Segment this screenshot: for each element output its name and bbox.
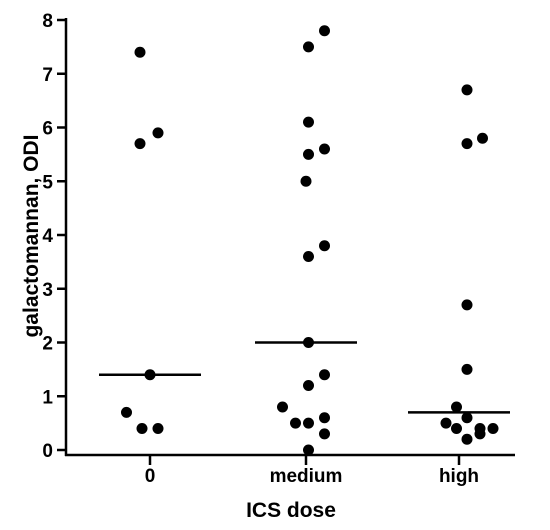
- data-point: [451, 401, 462, 413]
- y-tick-label: 7: [42, 65, 53, 86]
- data-point: [451, 423, 462, 434]
- data-point: [144, 369, 156, 381]
- data-point: [303, 444, 314, 456]
- y-tick-label: 6: [42, 119, 53, 140]
- y-tick-label: 3: [42, 280, 53, 301]
- x-axis-title: ICS dose: [246, 499, 336, 522]
- y-tick-label: 2: [42, 334, 53, 355]
- data-point: [461, 363, 473, 375]
- data-point: [303, 337, 314, 348]
- data-point: [461, 299, 473, 311]
- data-point: [152, 423, 164, 434]
- x-tick-label: medium: [270, 466, 343, 487]
- data-point: [277, 401, 288, 413]
- data-point: [152, 127, 164, 139]
- data-point: [303, 148, 314, 160]
- data-point: [303, 251, 314, 262]
- data-point: [303, 41, 314, 53]
- data-point: [121, 406, 132, 418]
- plot-area: 0 1 2 3 4 5 6 7 8 0 medium high: [42, 11, 515, 487]
- y-tick-label: 0: [42, 441, 53, 462]
- data-point: [319, 25, 330, 37]
- y-tick-label: 8: [42, 11, 53, 32]
- data-point: [303, 380, 314, 391]
- data-point: [461, 412, 473, 424]
- data-point: [134, 138, 146, 150]
- y-tick-label: 4: [42, 226, 53, 247]
- data-point: [461, 138, 473, 150]
- data-point: [300, 175, 312, 187]
- data-point: [134, 46, 146, 58]
- data-point: [461, 433, 473, 445]
- y-axis-title: galactomannan, ODI: [20, 134, 43, 337]
- data-point: [477, 132, 488, 144]
- data-point: [136, 423, 148, 434]
- data-point: [319, 428, 330, 440]
- data-point: [319, 240, 330, 252]
- data-point: [487, 423, 499, 434]
- data-point: [440, 417, 452, 429]
- data-point: [319, 412, 330, 424]
- data-point: [303, 417, 314, 429]
- data-point: [303, 116, 314, 128]
- data-point: [319, 143, 330, 155]
- y-tick-label: 5: [42, 172, 53, 193]
- data-point: [319, 369, 330, 381]
- x-tick-label: 0: [145, 466, 156, 487]
- x-tick-label: high: [439, 466, 479, 487]
- data-point: [461, 84, 473, 96]
- y-tick-label: 1: [42, 387, 53, 408]
- data-point: [290, 417, 301, 429]
- data-point: [474, 428, 486, 440]
